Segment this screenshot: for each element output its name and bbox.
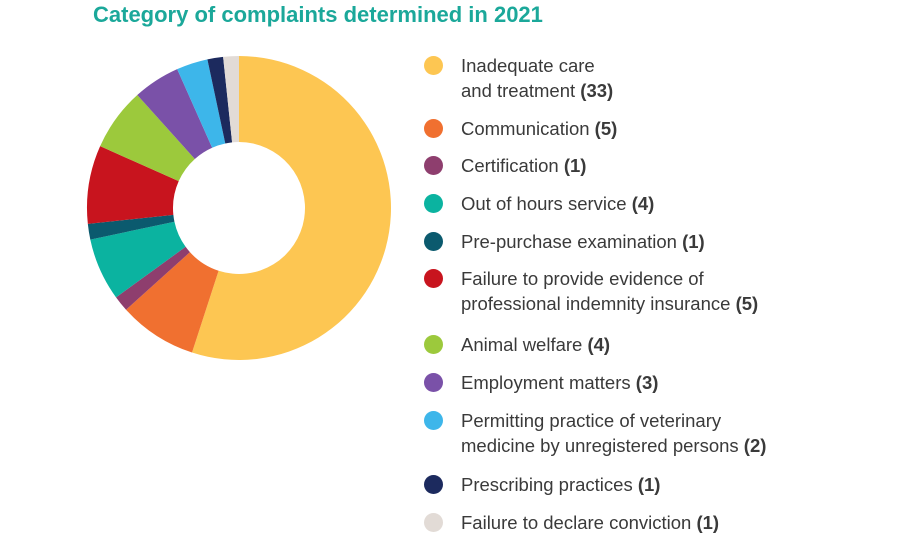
donut-slice-5 [87, 146, 179, 224]
legend-count: (2) [743, 435, 767, 456]
legend-swatch [424, 373, 443, 392]
donut-slice-4 [87, 214, 175, 240]
legend-label: Prescribing practices (1) [461, 472, 660, 497]
donut-slice-8 [177, 59, 226, 148]
legend-swatch [424, 269, 443, 288]
legend-item: Employment matters (3) [424, 370, 658, 395]
donut-slice-10 [223, 56, 239, 143]
legend-item: Out of hours service (4) [424, 191, 654, 216]
legend-count: (5) [594, 118, 618, 139]
legend-label-line: Pre-purchase examination [461, 231, 677, 252]
legend-swatch [424, 56, 443, 75]
legend-label: Failure to declare conviction (1) [461, 510, 719, 535]
legend-count: (1) [637, 474, 661, 495]
legend-label: Communication (5) [461, 116, 617, 141]
donut-slice-1 [126, 252, 219, 353]
legend-swatch [424, 411, 443, 430]
legend-item: Failure to provide evidence of profession… [424, 266, 758, 316]
legend-item: Communication (5) [424, 116, 617, 141]
legend-count: (33) [580, 80, 614, 101]
legend-label: Employment matters (3) [461, 370, 658, 395]
legend-count: (5) [735, 293, 759, 314]
legend-label: Permitting practice of veterinary medicin… [461, 408, 766, 458]
legend-label-line: Animal welfare [461, 334, 583, 355]
legend-label: Out of hours service (4) [461, 191, 654, 216]
legend-swatch [424, 513, 443, 532]
legend-swatch [424, 156, 443, 175]
legend-item: Prescribing practices (1) [424, 472, 660, 497]
chart-title: Category of complaints determined in 202… [93, 2, 543, 27]
legend-swatch [424, 335, 443, 354]
legend-label: Animal welfare (4) [461, 332, 610, 357]
legend-item: Permitting practice of veterinary medicin… [424, 408, 766, 458]
legend-label-line: professional indemnity insurance [461, 293, 731, 314]
legend-item: Failure to declare conviction (1) [424, 510, 719, 535]
legend-count: (1) [682, 231, 705, 252]
legend-swatch [424, 232, 443, 251]
legend-label: Certification (1) [461, 153, 586, 178]
donut-slice-6 [100, 95, 195, 182]
legend-count: (1) [696, 512, 720, 533]
legend-item: Pre-purchase examination (1) [424, 229, 705, 254]
donut-slice-9 [207, 56, 233, 144]
legend-label-line: Failure to declare conviction [461, 512, 692, 533]
legend-count: (4) [631, 193, 655, 214]
legend-item: Animal welfare (4) [424, 332, 610, 357]
donut-chart [87, 56, 392, 360]
donut-slice-0 [192, 56, 392, 360]
legend-label-line: Certification [461, 155, 559, 176]
legend-label-line: Failure to provide evidence of [461, 268, 704, 289]
legend-swatch [424, 119, 443, 138]
legend-count: (3) [635, 372, 659, 393]
legend-swatch [424, 194, 443, 213]
legend-item: Inadequate care and treatment (33) [424, 53, 613, 103]
legend-swatch [424, 475, 443, 494]
legend-label: Inadequate care and treatment (33) [461, 53, 613, 103]
donut-slice-7 [137, 69, 213, 159]
legend-label-line: Employment matters [461, 372, 631, 393]
legend-label: Pre-purchase examination (1) [461, 229, 705, 254]
legend-label-line: and treatment [461, 80, 576, 101]
legend-label-line: Out of hours service [461, 193, 627, 214]
legend-item: Certification (1) [424, 153, 586, 178]
legend-label-line: medicine by unregistered persons [461, 435, 739, 456]
donut-slice-2 [116, 246, 190, 310]
legend-count: (4) [587, 334, 611, 355]
legend: Inadequate care and treatment (33) Communi… [424, 0, 904, 543]
legend-label-line: Prescribing practices [461, 474, 633, 495]
legend-label-line: Inadequate care [461, 55, 595, 76]
legend-label: Failure to provide evidence of profession… [461, 266, 758, 316]
donut-slice-3 [90, 221, 186, 298]
legend-label-line: Communication [461, 118, 590, 139]
legend-label-line: Permitting practice of veterinary [461, 410, 722, 431]
legend-count: (1) [563, 155, 587, 176]
